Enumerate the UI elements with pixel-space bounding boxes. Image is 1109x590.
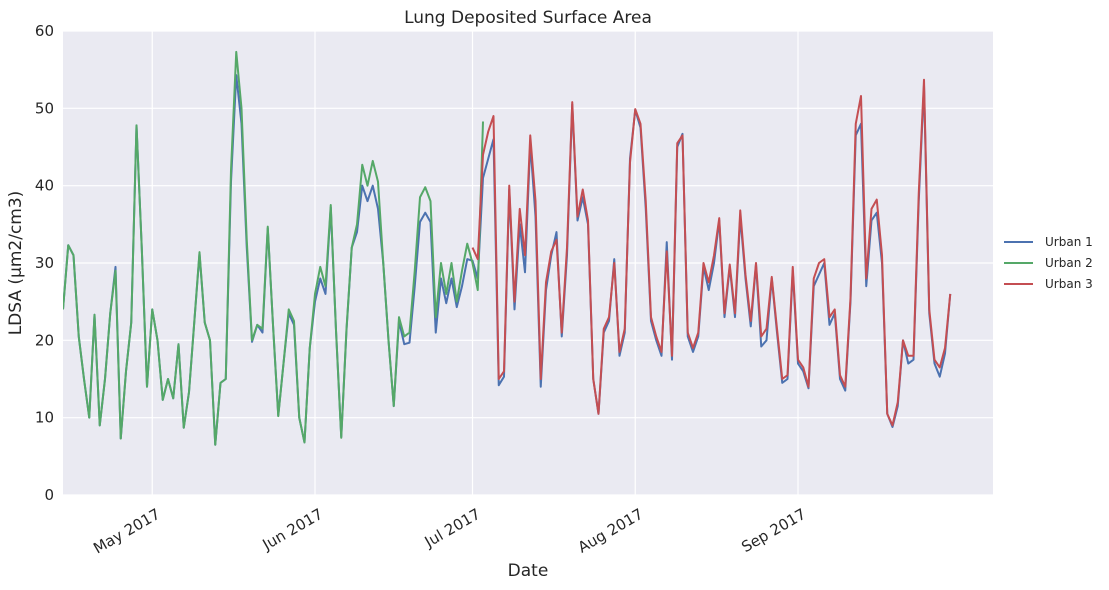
series-lines	[63, 50, 952, 446]
legend: Urban 1 Urban 2 Urban 3	[1004, 235, 1093, 291]
legend-label-urban-2: Urban 2	[1045, 256, 1093, 270]
y-tick-label-50: 50	[35, 99, 54, 117]
x-tick-label-2017-07-01: Jul 2017	[421, 505, 484, 552]
x-tick-label-2017-09-01: Sep 2017	[738, 505, 809, 556]
y-tick-labels: 0 10 20 30 40 50 60	[35, 22, 54, 504]
chart-title: Lung Deposited Surface Area	[404, 8, 652, 28]
y-tick-label-10: 10	[35, 409, 54, 427]
legend-label-urban-1: Urban 1	[1045, 235, 1093, 249]
y-axis-label: LDSA (µm2/cm3)	[6, 191, 26, 336]
series-line-urban-2	[63, 50, 484, 446]
legend-label-urban-3: Urban 3	[1045, 277, 1093, 291]
series-line-urban-3	[471, 78, 952, 427]
x-tick-label-2017-06-01: Jun 2017	[259, 505, 326, 554]
y-tick-label-40: 40	[35, 177, 54, 195]
x-axis-label: Date	[508, 561, 549, 581]
x-tick-labels: May 2017 Jun 2017 Jul 2017 Aug 2017 Sep 2017	[90, 505, 809, 558]
y-tick-label-60: 60	[35, 22, 54, 40]
x-tick-label-2017-05-01: May 2017	[90, 505, 163, 558]
x-tick-label-2017-08-01: Aug 2017	[575, 505, 647, 557]
y-tick-label-30: 30	[35, 254, 54, 272]
y-tick-label-20: 20	[35, 331, 54, 349]
y-tick-label-0: 0	[44, 486, 54, 504]
